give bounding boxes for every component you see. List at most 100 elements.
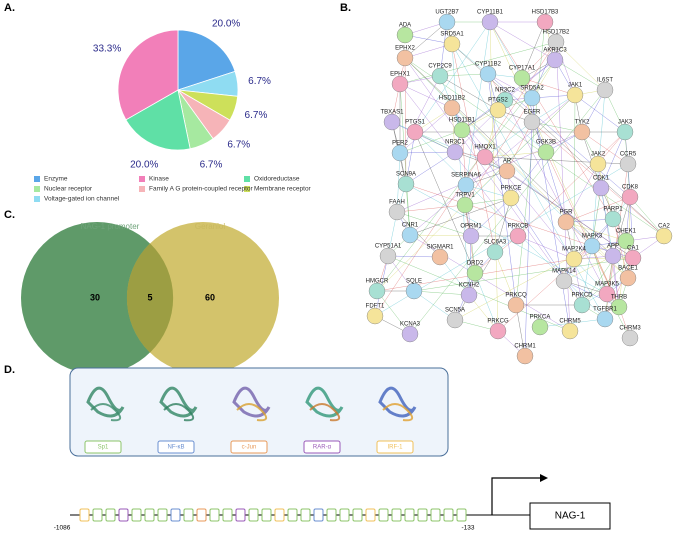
binding-site <box>118 508 129 522</box>
node-label: KCNH2 <box>459 283 480 289</box>
node-label: CA2 <box>658 224 670 230</box>
edge <box>563 280 620 308</box>
node <box>479 65 497 83</box>
node <box>443 35 461 53</box>
network: UGT2B7 CYP11B1 HSD17B3 ADA SRD5A1 HSD17B2 EPHX… <box>366 10 673 365</box>
edge <box>396 211 472 237</box>
binding-site <box>105 508 116 522</box>
node <box>537 143 555 161</box>
venn-label: Geraniol <box>195 222 225 231</box>
edge <box>454 109 499 153</box>
node-label: SLC6A3 <box>484 240 507 246</box>
node <box>655 227 673 245</box>
edge <box>413 290 456 321</box>
node-label: SRD5A1 <box>440 32 464 38</box>
edge <box>517 235 575 260</box>
protein-ribbon <box>236 403 268 422</box>
binding-site <box>352 508 363 522</box>
binding-site <box>92 508 103 522</box>
node <box>502 189 520 207</box>
edge <box>399 151 456 154</box>
edge <box>439 21 448 77</box>
node <box>431 67 449 85</box>
node-label: PGR <box>559 210 573 216</box>
node-label: CYP2C9 <box>428 64 452 70</box>
binding-site <box>248 508 259 522</box>
node-label: THRB <box>611 295 627 301</box>
edge <box>581 257 634 306</box>
edge <box>461 129 467 186</box>
node-label: CHRM5 <box>559 319 581 325</box>
node <box>401 226 419 244</box>
edge <box>521 21 546 79</box>
venn-count: 30 <box>90 292 100 302</box>
node-label: CCR5 <box>620 152 637 158</box>
edge <box>399 129 463 154</box>
edge <box>404 57 665 237</box>
node-label: CDK1 <box>593 176 610 182</box>
edge <box>451 43 496 253</box>
node <box>476 148 494 166</box>
pie-slice <box>177 29 236 91</box>
node-label: MAPK3 <box>582 234 603 240</box>
factor-tag <box>376 440 414 454</box>
edge <box>413 257 634 292</box>
position-label: -133 <box>461 525 474 532</box>
node <box>406 123 424 141</box>
node <box>546 51 564 69</box>
edge <box>399 83 411 236</box>
edge <box>591 245 608 295</box>
node <box>561 322 579 340</box>
edge <box>470 197 512 237</box>
node <box>598 285 616 303</box>
node <box>453 121 471 139</box>
factor-tag <box>84 440 122 454</box>
protein-ribbon <box>382 403 414 422</box>
panel-label: D. <box>4 364 15 376</box>
edge <box>515 21 546 306</box>
node-label: TBXAS1 <box>380 110 404 116</box>
edge <box>465 21 491 186</box>
edge <box>489 21 556 61</box>
node <box>481 13 499 31</box>
node-label: UGT2B7 <box>435 10 459 16</box>
node <box>516 347 534 365</box>
edge <box>404 57 614 257</box>
binding-site <box>339 508 350 522</box>
edge <box>399 83 519 237</box>
node <box>391 144 409 162</box>
node <box>457 176 475 194</box>
binding-site <box>365 508 376 522</box>
node-label: JAK3 <box>618 120 633 126</box>
node-label: CHEK1 <box>616 229 637 235</box>
node <box>523 113 541 131</box>
value-label: 6.7% <box>248 76 271 87</box>
value-label: 20.0% <box>212 18 240 29</box>
edge <box>399 75 441 154</box>
node-label: CYP11B2 <box>475 62 502 68</box>
factor-tag <box>157 440 195 454</box>
edge <box>405 183 593 247</box>
node <box>446 311 464 329</box>
edge <box>409 197 512 236</box>
edge <box>376 290 411 335</box>
node <box>509 227 527 245</box>
venn-left <box>21 222 173 374</box>
node-label: CA1 <box>627 246 639 252</box>
binding-site <box>170 508 181 522</box>
node-label: PARP1 <box>603 207 623 213</box>
node-label: CHRM3 <box>619 326 641 332</box>
legend-label: Voltage-gated ion channel <box>44 196 120 203</box>
node-label: PRKCB <box>508 224 529 230</box>
binding-site <box>417 508 428 522</box>
edge <box>521 41 557 79</box>
node <box>368 282 386 300</box>
edge <box>515 304 526 357</box>
edge <box>439 75 499 111</box>
node <box>583 237 601 255</box>
node <box>621 188 639 206</box>
node-label: DRD2 <box>467 261 484 267</box>
node-label: SIGMAR1 <box>426 245 454 251</box>
protein-structure <box>232 386 271 422</box>
arrow-head <box>540 474 548 482</box>
